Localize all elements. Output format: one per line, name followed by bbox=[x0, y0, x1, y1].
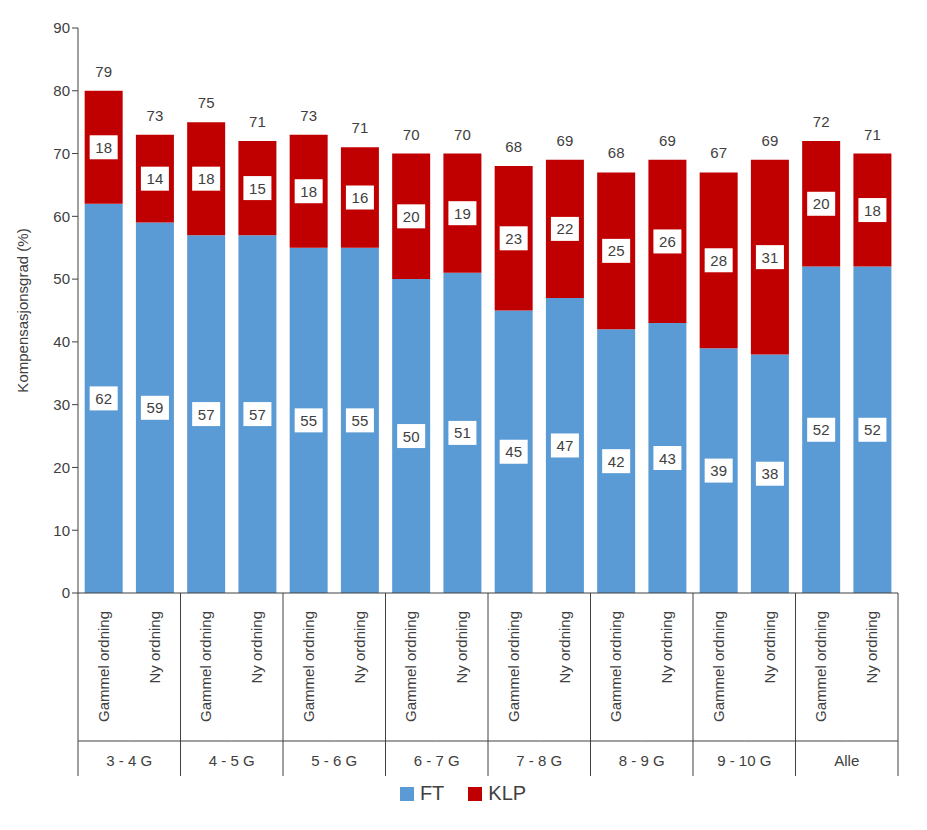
svg-text:39: 39 bbox=[710, 462, 727, 479]
svg-text:22: 22 bbox=[557, 220, 574, 237]
svg-text:Gammel ordning: Gammel ordning bbox=[607, 611, 624, 722]
svg-text:10: 10 bbox=[53, 522, 70, 539]
svg-text:40: 40 bbox=[53, 333, 70, 350]
svg-text:50: 50 bbox=[403, 428, 420, 445]
svg-text:71: 71 bbox=[352, 119, 369, 136]
svg-text:60: 60 bbox=[53, 208, 70, 225]
svg-text:15: 15 bbox=[249, 180, 266, 197]
svg-text:67: 67 bbox=[710, 144, 727, 161]
svg-text:31: 31 bbox=[762, 249, 779, 266]
svg-text:62: 62 bbox=[95, 390, 112, 407]
svg-text:25: 25 bbox=[608, 242, 625, 259]
svg-text:55: 55 bbox=[300, 412, 317, 429]
svg-text:80: 80 bbox=[53, 82, 70, 99]
svg-text:30: 30 bbox=[53, 396, 70, 413]
svg-text:51: 51 bbox=[454, 424, 471, 441]
svg-text:Ny ordning: Ny ordning bbox=[248, 611, 265, 684]
html-text:KLP: KLP bbox=[488, 782, 527, 804]
svg-text:23: 23 bbox=[505, 230, 522, 247]
svg-text:55: 55 bbox=[352, 412, 369, 429]
svg-text:43: 43 bbox=[659, 450, 676, 467]
svg-text:0: 0 bbox=[62, 584, 70, 601]
svg-text:52: 52 bbox=[813, 421, 830, 438]
svg-text:5 - 6 G: 5 - 6 G bbox=[311, 752, 357, 769]
svg-text:Alle: Alle bbox=[834, 752, 859, 769]
svg-text:42: 42 bbox=[608, 453, 625, 470]
svg-text:38: 38 bbox=[762, 465, 779, 482]
svg-text:18: 18 bbox=[95, 139, 112, 156]
svg-text:16: 16 bbox=[352, 189, 369, 206]
svg-text:59: 59 bbox=[147, 399, 164, 416]
html-text:FT: FT bbox=[419, 782, 445, 804]
svg-text:57: 57 bbox=[249, 406, 266, 423]
svg-text:20: 20 bbox=[813, 195, 830, 212]
svg-text:18: 18 bbox=[300, 183, 317, 200]
svg-text:Gammel ordning: Gammel ordning bbox=[95, 611, 112, 722]
svg-text:14: 14 bbox=[147, 170, 164, 187]
svg-text:75: 75 bbox=[198, 94, 215, 111]
svg-text:69: 69 bbox=[762, 132, 779, 149]
svg-text:50: 50 bbox=[53, 270, 70, 287]
svg-text:69: 69 bbox=[557, 132, 574, 149]
svg-text:Ny ordning: Ny ordning bbox=[556, 611, 573, 684]
svg-text:4 - 5 G: 4 - 5 G bbox=[209, 752, 255, 769]
svg-text:Ny ordning: Ny ordning bbox=[761, 611, 778, 684]
svg-text:18: 18 bbox=[864, 202, 881, 219]
svg-text:73: 73 bbox=[300, 107, 317, 124]
svg-text:9 - 10 G: 9 - 10 G bbox=[717, 752, 771, 769]
svg-text:8 - 9 G: 8 - 9 G bbox=[619, 752, 665, 769]
svg-text:Gammel ordning: Gammel ordning bbox=[710, 611, 727, 722]
svg-text:Ny ordning: Ny ordning bbox=[453, 611, 470, 684]
svg-text:Gammel ordning: Gammel ordning bbox=[402, 611, 419, 722]
svg-text:Ny ordning: Ny ordning bbox=[351, 611, 368, 684]
svg-text:20: 20 bbox=[53, 459, 70, 476]
svg-text:45: 45 bbox=[505, 443, 522, 460]
svg-text:Ny ordning: Ny ordning bbox=[658, 611, 675, 684]
svg-text:19: 19 bbox=[454, 205, 471, 222]
svg-text:57: 57 bbox=[198, 406, 215, 423]
svg-text:Gammel ordning: Gammel ordning bbox=[197, 611, 214, 722]
svg-text:70: 70 bbox=[454, 126, 471, 143]
svg-text:7 - 8 G: 7 - 8 G bbox=[516, 752, 562, 769]
svg-text:Gammel ordning: Gammel ordning bbox=[505, 611, 522, 722]
svg-text:6 - 7 G: 6 - 7 G bbox=[414, 752, 460, 769]
svg-text:18: 18 bbox=[198, 170, 215, 187]
svg-text:71: 71 bbox=[249, 113, 266, 130]
svg-text:26: 26 bbox=[659, 233, 676, 250]
svg-text:Kompensasjonsgrad (%): Kompensasjonsgrad (%) bbox=[14, 228, 31, 392]
svg-text:Gammel ordning: Gammel ordning bbox=[300, 611, 317, 722]
svg-text:3 - 4 G: 3 - 4 G bbox=[106, 752, 152, 769]
svg-text:52: 52 bbox=[864, 421, 881, 438]
svg-text:28: 28 bbox=[710, 252, 727, 269]
svg-text:73: 73 bbox=[147, 107, 164, 124]
svg-text:Ny ordning: Ny ordning bbox=[146, 611, 163, 684]
svg-text:71: 71 bbox=[864, 126, 881, 143]
svg-text:68: 68 bbox=[608, 144, 625, 161]
svg-text:70: 70 bbox=[403, 126, 420, 143]
svg-text:90: 90 bbox=[53, 19, 70, 36]
svg-text:79: 79 bbox=[95, 63, 112, 80]
svg-text:69: 69 bbox=[659, 132, 676, 149]
svg-text:70: 70 bbox=[53, 145, 70, 162]
svg-text:72: 72 bbox=[813, 113, 830, 130]
svg-text:Ny ordning: Ny ordning bbox=[863, 611, 880, 684]
svg-text:Gammel ordning: Gammel ordning bbox=[812, 611, 829, 722]
svg-text:20: 20 bbox=[403, 208, 420, 225]
svg-text:47: 47 bbox=[557, 437, 574, 454]
svg-text:68: 68 bbox=[505, 138, 522, 155]
